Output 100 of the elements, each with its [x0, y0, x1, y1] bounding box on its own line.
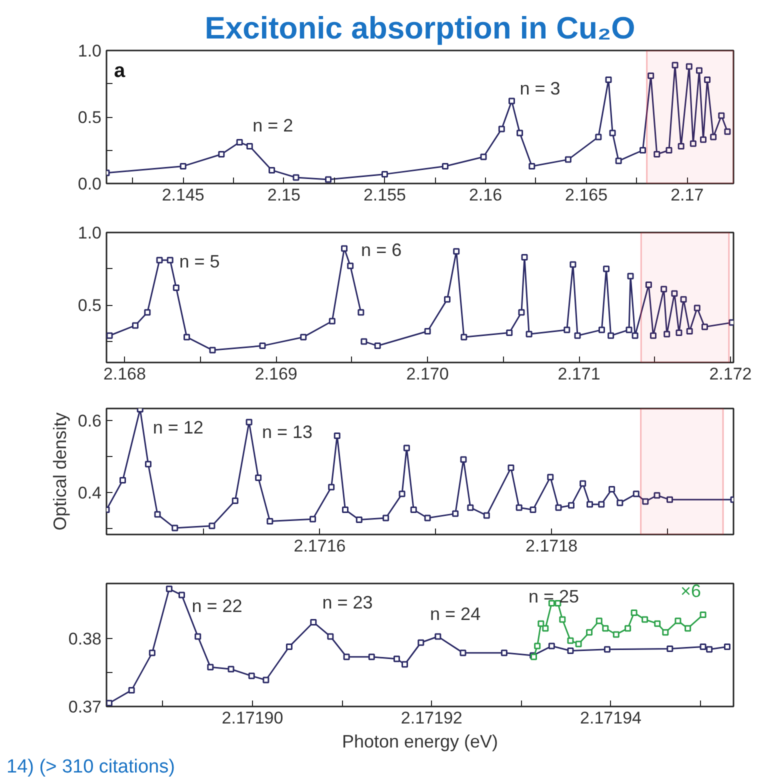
point: [266, 518, 274, 524]
point: [218, 150, 225, 158]
point: [356, 516, 362, 524]
point: [616, 500, 624, 506]
point: [710, 134, 717, 140]
point: [500, 650, 508, 656]
point: [662, 629, 669, 636]
annotation: n = 23: [322, 592, 373, 613]
x-tick-label: 2.145: [162, 186, 204, 204]
point: [528, 162, 536, 170]
point: [570, 261, 576, 268]
point: [555, 504, 562, 511]
point: [246, 143, 253, 150]
point: [626, 326, 632, 334]
point: [106, 332, 113, 339]
point: [547, 474, 554, 480]
point: [410, 506, 417, 513]
point: [292, 174, 300, 181]
point: [453, 248, 460, 255]
point: [398, 490, 406, 498]
point: [374, 342, 381, 350]
point: [678, 143, 684, 150]
point: [542, 625, 549, 632]
point: [208, 522, 216, 530]
point: [654, 620, 661, 627]
point: [654, 492, 660, 499]
point: [310, 618, 317, 626]
point: [664, 330, 670, 338]
point: [262, 676, 270, 684]
annotation: n = 6: [361, 240, 402, 260]
point: [568, 502, 574, 509]
point: [534, 642, 541, 650]
point: [567, 648, 574, 654]
point: [360, 338, 368, 345]
y-tick-label: 0.0: [78, 174, 102, 194]
point: [424, 328, 431, 335]
point: [690, 140, 696, 147]
annotation: n = 12: [152, 418, 204, 438]
x-tick-label: 2.1718: [526, 536, 578, 556]
point: [232, 498, 238, 504]
point: [701, 324, 708, 330]
y-tick-label: 1.0: [78, 224, 102, 242]
point: [666, 147, 672, 154]
point: [172, 524, 178, 532]
point: [483, 512, 490, 519]
point: [530, 506, 536, 513]
point: [548, 600, 555, 606]
x-tick-label: 2.172: [709, 364, 752, 384]
point: [328, 484, 335, 490]
point: [700, 136, 707, 143]
point: [156, 256, 163, 264]
point: [671, 290, 678, 297]
point: [642, 616, 648, 623]
x-tick-label: 2.171: [558, 364, 600, 384]
point: [548, 642, 555, 650]
x-tick-label: 2.155: [363, 186, 406, 204]
point: [194, 633, 202, 640]
point: [106, 700, 112, 706]
x-tick-label: 2.15: [267, 186, 300, 204]
annotation: n = 13: [262, 422, 313, 442]
point: [418, 639, 424, 646]
point: [706, 646, 713, 653]
point: [700, 612, 706, 618]
point: [564, 156, 572, 163]
point: [166, 256, 174, 264]
point: [460, 334, 468, 340]
annotation: n = 2: [252, 116, 294, 136]
point: [595, 134, 602, 140]
point: [300, 334, 307, 340]
point: [286, 643, 292, 650]
point: [538, 620, 544, 627]
y-tick-label: 0.5: [78, 296, 102, 316]
point: [144, 309, 151, 316]
point: [648, 72, 654, 80]
point: [178, 592, 185, 598]
x-tick-label: 2.17194: [580, 708, 642, 728]
x-tick-label: 2.170: [406, 364, 449, 384]
point: [154, 511, 161, 518]
point: [615, 158, 622, 164]
point: [480, 154, 487, 160]
annotation: n = 24: [430, 604, 481, 624]
point: [686, 328, 693, 335]
point: [564, 326, 570, 334]
y-tick-label: 0.4: [78, 484, 102, 502]
point: [575, 640, 582, 648]
point: [645, 282, 652, 288]
annotation: n = 22: [192, 596, 242, 616]
point: [603, 266, 610, 272]
x-tick-label: 2.17190: [222, 708, 284, 728]
point: [559, 616, 566, 623]
point: [434, 633, 442, 640]
point: [255, 474, 262, 482]
point: [342, 506, 348, 513]
point: [642, 498, 649, 505]
x-tick-label: 2.16: [468, 186, 502, 204]
point: [508, 98, 515, 104]
y-tick-label: 0.5: [78, 108, 102, 127]
point: [382, 514, 390, 522]
point: [640, 147, 646, 154]
point: [660, 286, 668, 292]
